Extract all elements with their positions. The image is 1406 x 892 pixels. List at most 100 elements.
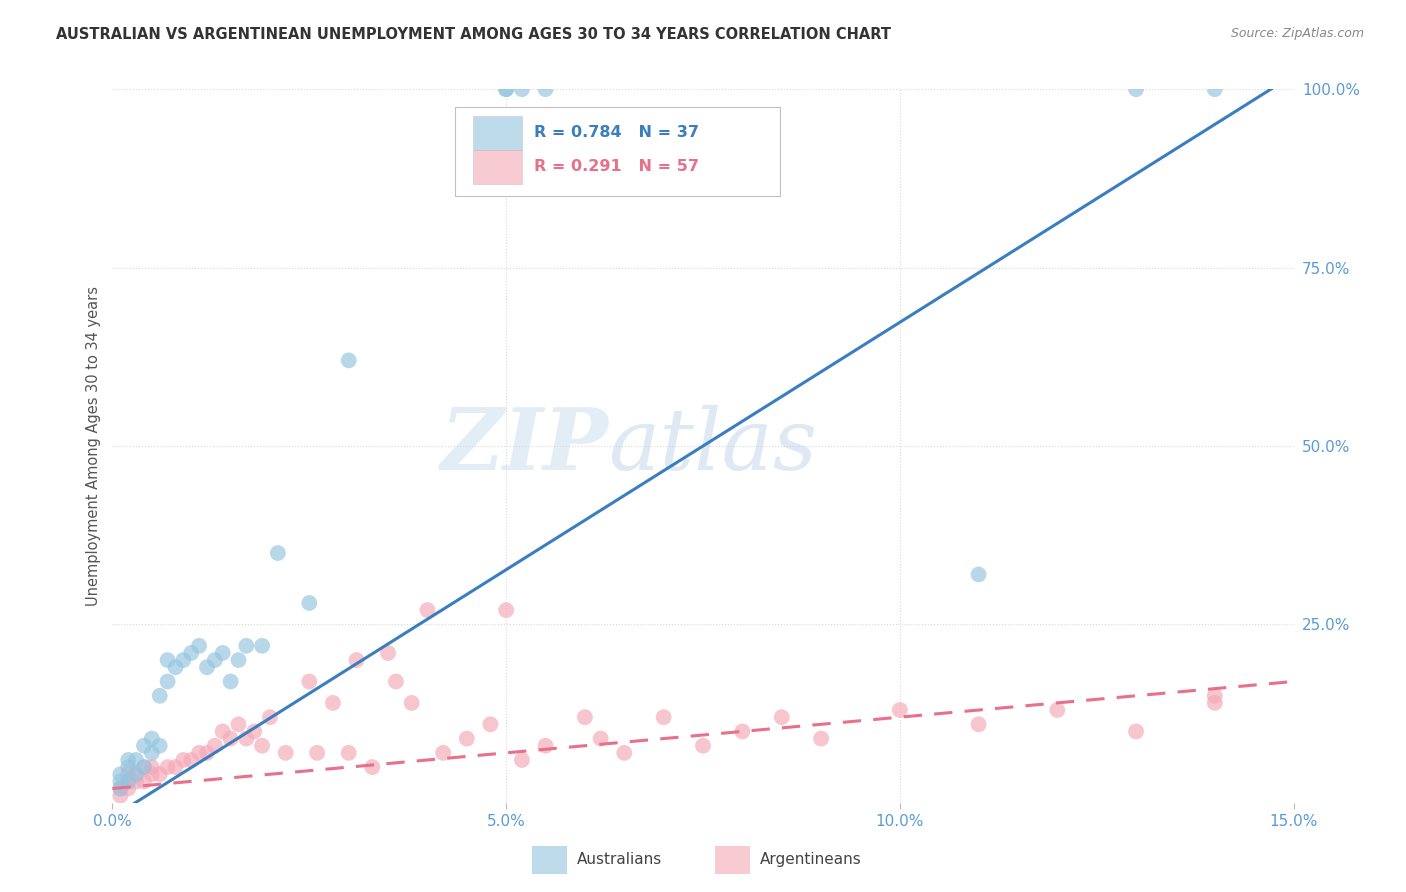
Australians	[235, 639, 257, 653]
Australians	[204, 653, 226, 667]
Australians	[117, 753, 139, 767]
Australians	[219, 674, 242, 689]
Argentineans	[1046, 703, 1069, 717]
Argentineans	[456, 731, 478, 746]
Australians	[1204, 82, 1226, 96]
Australians	[165, 660, 187, 674]
Australians	[495, 82, 517, 96]
Argentineans	[180, 753, 202, 767]
Australians	[156, 674, 179, 689]
Australians	[510, 82, 533, 96]
Argentineans	[110, 781, 132, 796]
Argentineans	[967, 717, 990, 731]
Argentineans	[117, 781, 139, 796]
Text: Argentineans: Argentineans	[759, 853, 862, 867]
Argentineans	[1204, 696, 1226, 710]
Argentineans	[188, 746, 211, 760]
Australians	[149, 739, 172, 753]
Australians	[534, 82, 557, 96]
Argentineans	[195, 746, 218, 760]
Argentineans	[211, 724, 233, 739]
Australians	[250, 639, 273, 653]
Argentineans	[534, 739, 557, 753]
Australians	[495, 82, 517, 96]
Australians	[117, 760, 139, 774]
Argentineans	[652, 710, 675, 724]
Argentineans	[259, 710, 281, 724]
Text: R = 0.291   N = 57: R = 0.291 N = 57	[534, 160, 699, 175]
Australians	[298, 596, 321, 610]
Argentineans	[377, 646, 399, 660]
Australians	[110, 781, 132, 796]
Australians	[125, 767, 148, 781]
Argentineans	[589, 731, 612, 746]
Argentineans	[361, 760, 384, 774]
Argentineans	[385, 674, 408, 689]
Australians	[141, 746, 163, 760]
Argentineans	[322, 696, 344, 710]
Y-axis label: Unemployment Among Ages 30 to 34 years: Unemployment Among Ages 30 to 34 years	[86, 286, 101, 606]
Australians	[141, 731, 163, 746]
Text: atlas: atlas	[609, 405, 818, 487]
Argentineans	[132, 760, 155, 774]
Argentineans	[125, 774, 148, 789]
Australians	[267, 546, 290, 560]
Argentineans	[243, 724, 266, 739]
Argentineans	[307, 746, 329, 760]
FancyBboxPatch shape	[714, 846, 751, 874]
Australians	[228, 653, 250, 667]
Argentineans	[219, 731, 242, 746]
Text: R = 0.784   N = 37: R = 0.784 N = 37	[534, 125, 699, 140]
Argentineans	[337, 746, 360, 760]
Argentineans	[172, 753, 194, 767]
Argentineans	[298, 674, 321, 689]
Argentineans	[432, 746, 454, 760]
Argentineans	[346, 653, 368, 667]
Argentineans	[274, 746, 297, 760]
Argentineans	[250, 739, 273, 753]
Argentineans	[479, 717, 502, 731]
Argentineans	[235, 731, 257, 746]
Text: ZIP: ZIP	[440, 404, 609, 488]
Australians	[211, 646, 233, 660]
Australians	[967, 567, 990, 582]
Argentineans	[204, 739, 226, 753]
Argentineans	[141, 767, 163, 781]
Argentineans	[510, 753, 533, 767]
Argentineans	[810, 731, 832, 746]
FancyBboxPatch shape	[531, 846, 567, 874]
Australians	[125, 753, 148, 767]
Argentineans	[110, 789, 132, 803]
Argentineans	[117, 774, 139, 789]
Text: AUSTRALIAN VS ARGENTINEAN UNEMPLOYMENT AMONG AGES 30 TO 34 YEARS CORRELATION CHA: AUSTRALIAN VS ARGENTINEAN UNEMPLOYMENT A…	[56, 27, 891, 42]
Australians	[117, 774, 139, 789]
Text: Australians: Australians	[576, 853, 662, 867]
Argentineans	[117, 767, 139, 781]
Argentineans	[132, 774, 155, 789]
Argentineans	[574, 710, 596, 724]
Argentineans	[165, 760, 187, 774]
Australians	[188, 639, 211, 653]
Argentineans	[495, 603, 517, 617]
FancyBboxPatch shape	[472, 116, 522, 150]
Australians	[337, 353, 360, 368]
Argentineans	[141, 760, 163, 774]
Australians	[180, 646, 202, 660]
Australians	[1125, 82, 1147, 96]
Argentineans	[1125, 724, 1147, 739]
Australians	[110, 767, 132, 781]
Australians	[132, 739, 155, 753]
Argentineans	[228, 717, 250, 731]
Argentineans	[125, 767, 148, 781]
Text: Source: ZipAtlas.com: Source: ZipAtlas.com	[1230, 27, 1364, 40]
FancyBboxPatch shape	[456, 107, 780, 196]
Argentineans	[401, 696, 423, 710]
Argentineans	[1204, 689, 1226, 703]
Australians	[132, 760, 155, 774]
Argentineans	[692, 739, 714, 753]
Australians	[110, 774, 132, 789]
Australians	[195, 660, 218, 674]
Argentineans	[156, 760, 179, 774]
Argentineans	[613, 746, 636, 760]
Australians	[156, 653, 179, 667]
